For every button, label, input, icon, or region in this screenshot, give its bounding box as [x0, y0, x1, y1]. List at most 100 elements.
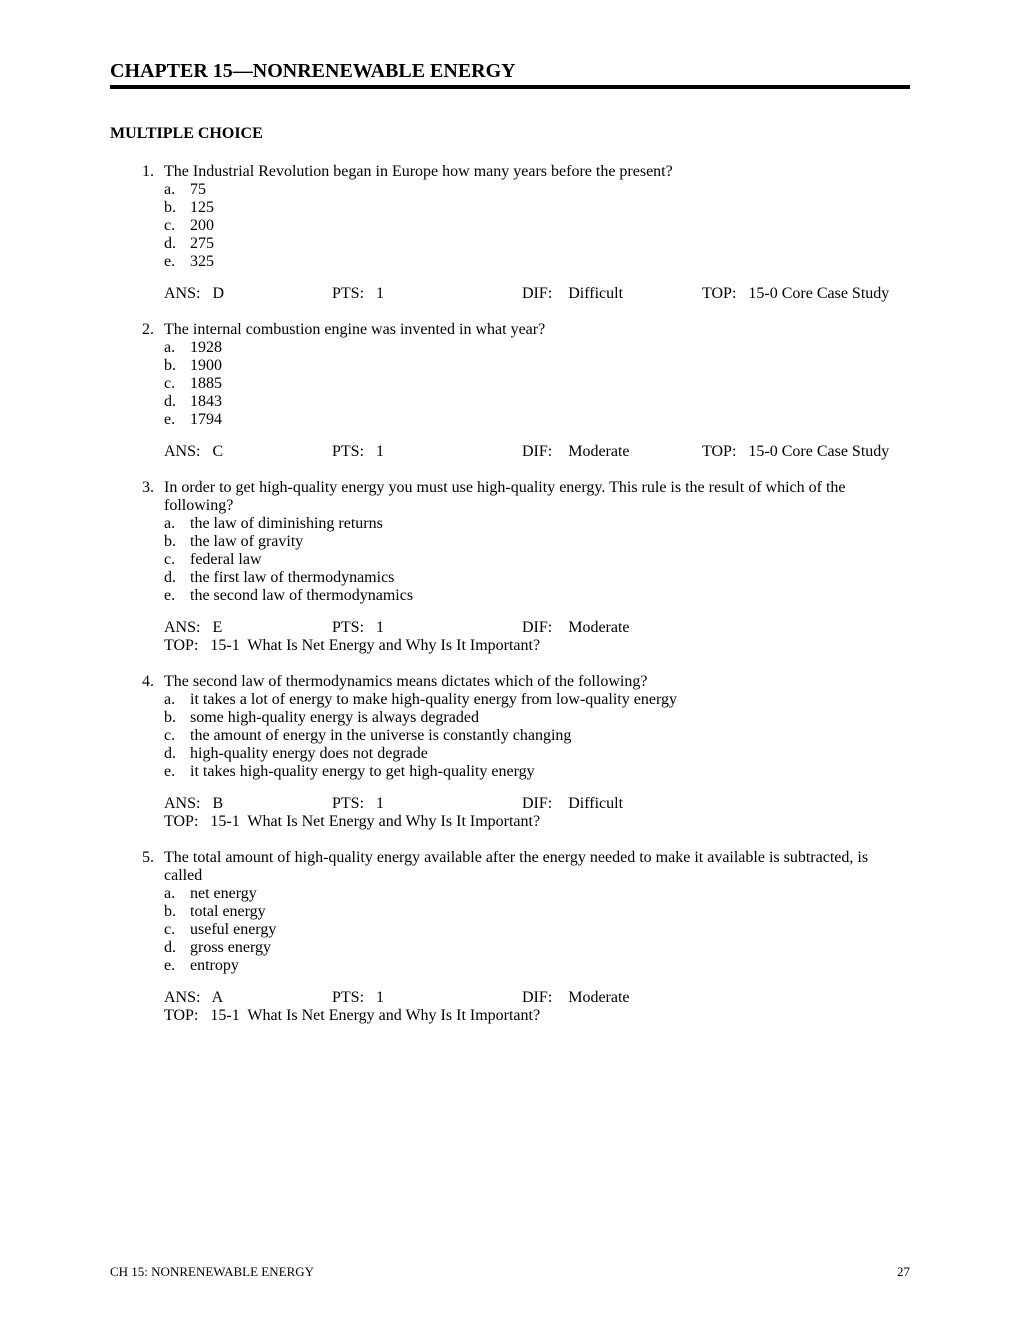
option: d.275 — [164, 235, 910, 253]
footer-left: CH 15: NONRENEWABLE ENERGY — [110, 1264, 314, 1280]
option: d.gross energy — [164, 939, 910, 957]
topic: TOP: 15-0 Core Case Study — [702, 285, 889, 303]
option-letter: d. — [164, 569, 190, 587]
option: b.some high-quality energy is always deg… — [164, 709, 910, 727]
question-stem: In order to get high-quality energy you … — [164, 479, 910, 515]
option: c.the amount of energy in the universe i… — [164, 727, 910, 745]
question-number: 2. — [128, 321, 164, 339]
answer: ANS: C — [164, 443, 332, 461]
option-text: 1900 — [190, 357, 222, 375]
option-text: 325 — [190, 253, 214, 271]
option-text: 1885 — [190, 375, 222, 393]
difficulty: DIF: Moderate — [522, 989, 702, 1007]
option-text: 275 — [190, 235, 214, 253]
option: e.325 — [164, 253, 910, 271]
option-letter: d. — [164, 939, 190, 957]
option-text: it takes high-quality energy to get high… — [190, 763, 535, 781]
question: 3.In order to get high-quality energy yo… — [110, 479, 910, 655]
option-text: the law of gravity — [190, 533, 303, 551]
question-number: 3. — [128, 479, 164, 515]
points: PTS: 1 — [332, 285, 522, 303]
option-letter: b. — [164, 903, 190, 921]
option-letter: e. — [164, 763, 190, 781]
option: a.the law of diminishing returns — [164, 515, 910, 533]
option-letter: d. — [164, 235, 190, 253]
option-letter: c. — [164, 551, 190, 569]
option-text: total energy — [190, 903, 266, 921]
question: 2.The internal combustion engine was inv… — [110, 321, 910, 461]
option-text: 1843 — [190, 393, 222, 411]
option-text: useful energy — [190, 921, 276, 939]
topic: TOP: 15-1 What Is Net Energy and Why Is … — [164, 1007, 540, 1025]
option-letter: e. — [164, 253, 190, 271]
option: d.the first law of thermodynamics — [164, 569, 910, 587]
option-text: 1794 — [190, 411, 222, 429]
option-letter: e. — [164, 587, 190, 605]
question: 4.The second law of thermodynamics means… — [110, 673, 910, 831]
question-number: 4. — [128, 673, 164, 691]
option-letter: a. — [164, 181, 190, 199]
difficulty: DIF: Moderate — [522, 619, 702, 637]
option: b.1900 — [164, 357, 910, 375]
option-text: the second law of thermodynamics — [190, 587, 413, 605]
option: e.the second law of thermodynamics — [164, 587, 910, 605]
chapter-title: CHAPTER 15—NONRENEWABLE ENERGY — [110, 60, 910, 89]
option-letter: a. — [164, 885, 190, 903]
option-letter: b. — [164, 533, 190, 551]
topic: TOP: 15-1 What Is Net Energy and Why Is … — [164, 637, 540, 655]
points: PTS: 1 — [332, 619, 522, 637]
option-letter: c. — [164, 921, 190, 939]
answer: ANS: B — [164, 795, 332, 813]
option: c.1885 — [164, 375, 910, 393]
points: PTS: 1 — [332, 795, 522, 813]
option: a.75 — [164, 181, 910, 199]
section-title: MULTIPLE CHOICE — [110, 125, 910, 143]
option: e.entropy — [164, 957, 910, 975]
option: c.200 — [164, 217, 910, 235]
option-letter: d. — [164, 393, 190, 411]
question-number: 5. — [128, 849, 164, 885]
option: b.125 — [164, 199, 910, 217]
option-letter: b. — [164, 199, 190, 217]
option-text: it takes a lot of energy to make high-qu… — [190, 691, 677, 709]
option: b.total energy — [164, 903, 910, 921]
option: b.the law of gravity — [164, 533, 910, 551]
option-letter: c. — [164, 375, 190, 393]
option-text: entropy — [190, 957, 239, 975]
topic: TOP: 15-0 Core Case Study — [702, 443, 889, 461]
option-text: 1928 — [190, 339, 222, 357]
option-text: some high-quality energy is always degra… — [190, 709, 479, 727]
answer: ANS: A — [164, 989, 332, 1007]
option-letter: a. — [164, 691, 190, 709]
option-letter: b. — [164, 357, 190, 375]
option-letter: a. — [164, 339, 190, 357]
answer: ANS: D — [164, 285, 332, 303]
option: a.1928 — [164, 339, 910, 357]
option: d.high-quality energy does not degrade — [164, 745, 910, 763]
question-number: 1. — [128, 163, 164, 181]
option-text: net energy — [190, 885, 257, 903]
difficulty: DIF: Difficult — [522, 795, 702, 813]
option-letter: b. — [164, 709, 190, 727]
option-letter: e. — [164, 957, 190, 975]
option: a.it takes a lot of energy to make high-… — [164, 691, 910, 709]
option-text: high-quality energy does not degrade — [190, 745, 428, 763]
difficulty: DIF: Difficult — [522, 285, 702, 303]
option-text: gross energy — [190, 939, 271, 957]
option-text: 75 — [190, 181, 206, 199]
option-letter: e. — [164, 411, 190, 429]
option: a.net energy — [164, 885, 910, 903]
option-text: 125 — [190, 199, 214, 217]
option-letter: c. — [164, 217, 190, 235]
option-text: 200 — [190, 217, 214, 235]
points: PTS: 1 — [332, 989, 522, 1007]
question-stem: The second law of thermodynamics means d… — [164, 673, 910, 691]
question: 1.The Industrial Revolution began in Eur… — [110, 163, 910, 303]
option-text: federal law — [190, 551, 262, 569]
difficulty: DIF: Moderate — [522, 443, 702, 461]
option-text: the amount of energy in the universe is … — [190, 727, 571, 745]
option: e.it takes high-quality energy to get hi… — [164, 763, 910, 781]
answer: ANS: E — [164, 619, 332, 637]
option: d.1843 — [164, 393, 910, 411]
question-stem: The total amount of high-quality energy … — [164, 849, 910, 885]
